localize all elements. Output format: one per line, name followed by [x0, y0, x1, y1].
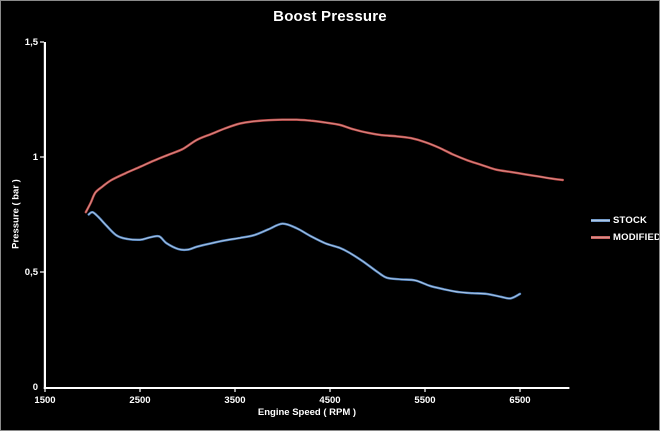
x-tick-label: 5500	[414, 395, 436, 406]
legend-item-modified: MODIFIED	[591, 232, 660, 243]
y-tick-label: 0,5	[24, 267, 38, 278]
x-axis-line	[43, 387, 570, 389]
x-tick-label: 6500	[509, 395, 531, 406]
y-tick-mark	[40, 156, 44, 158]
x-tick-mark	[139, 389, 141, 392]
x-tick-mark	[234, 389, 236, 392]
x-tick-label: 2500	[129, 395, 151, 406]
chart-title: Boost Pressure	[273, 8, 387, 25]
x-tick-mark	[519, 389, 521, 392]
stock-curve	[87, 210, 522, 300]
x-tick-label: 4500	[319, 395, 341, 406]
x-tick-mark	[329, 389, 331, 392]
legend: STOCK MODIFIED	[591, 215, 660, 249]
x-axis-title: Engine Speed ( RPM )	[257, 407, 357, 418]
x-tick-mark	[424, 389, 426, 392]
stock-line-swatch	[591, 219, 610, 222]
legend-label-modified: MODIFIED	[613, 232, 660, 243]
x-tick-label: 1500	[34, 395, 56, 406]
x-tick-label: 3500	[224, 395, 246, 406]
y-tick-label: 1,5	[24, 37, 38, 48]
legend-item-stock: STOCK	[591, 215, 659, 226]
modified-curve-highlight	[85, 119, 564, 213]
modified-curve	[84, 118, 564, 214]
x-tick-mark	[44, 389, 46, 392]
y-tick-label: 1	[32, 152, 38, 163]
y-tick-label: 0	[32, 382, 38, 393]
y-axis-line	[43, 42, 46, 389]
modified-line-swatch	[591, 236, 610, 239]
axes	[40, 41, 570, 392]
series-curves	[84, 118, 564, 300]
y-tick-mark	[40, 41, 44, 43]
y-tick-mark	[40, 271, 44, 273]
stock-curve-highlight	[88, 211, 521, 299]
legend-label-stock: STOCK	[613, 215, 648, 226]
